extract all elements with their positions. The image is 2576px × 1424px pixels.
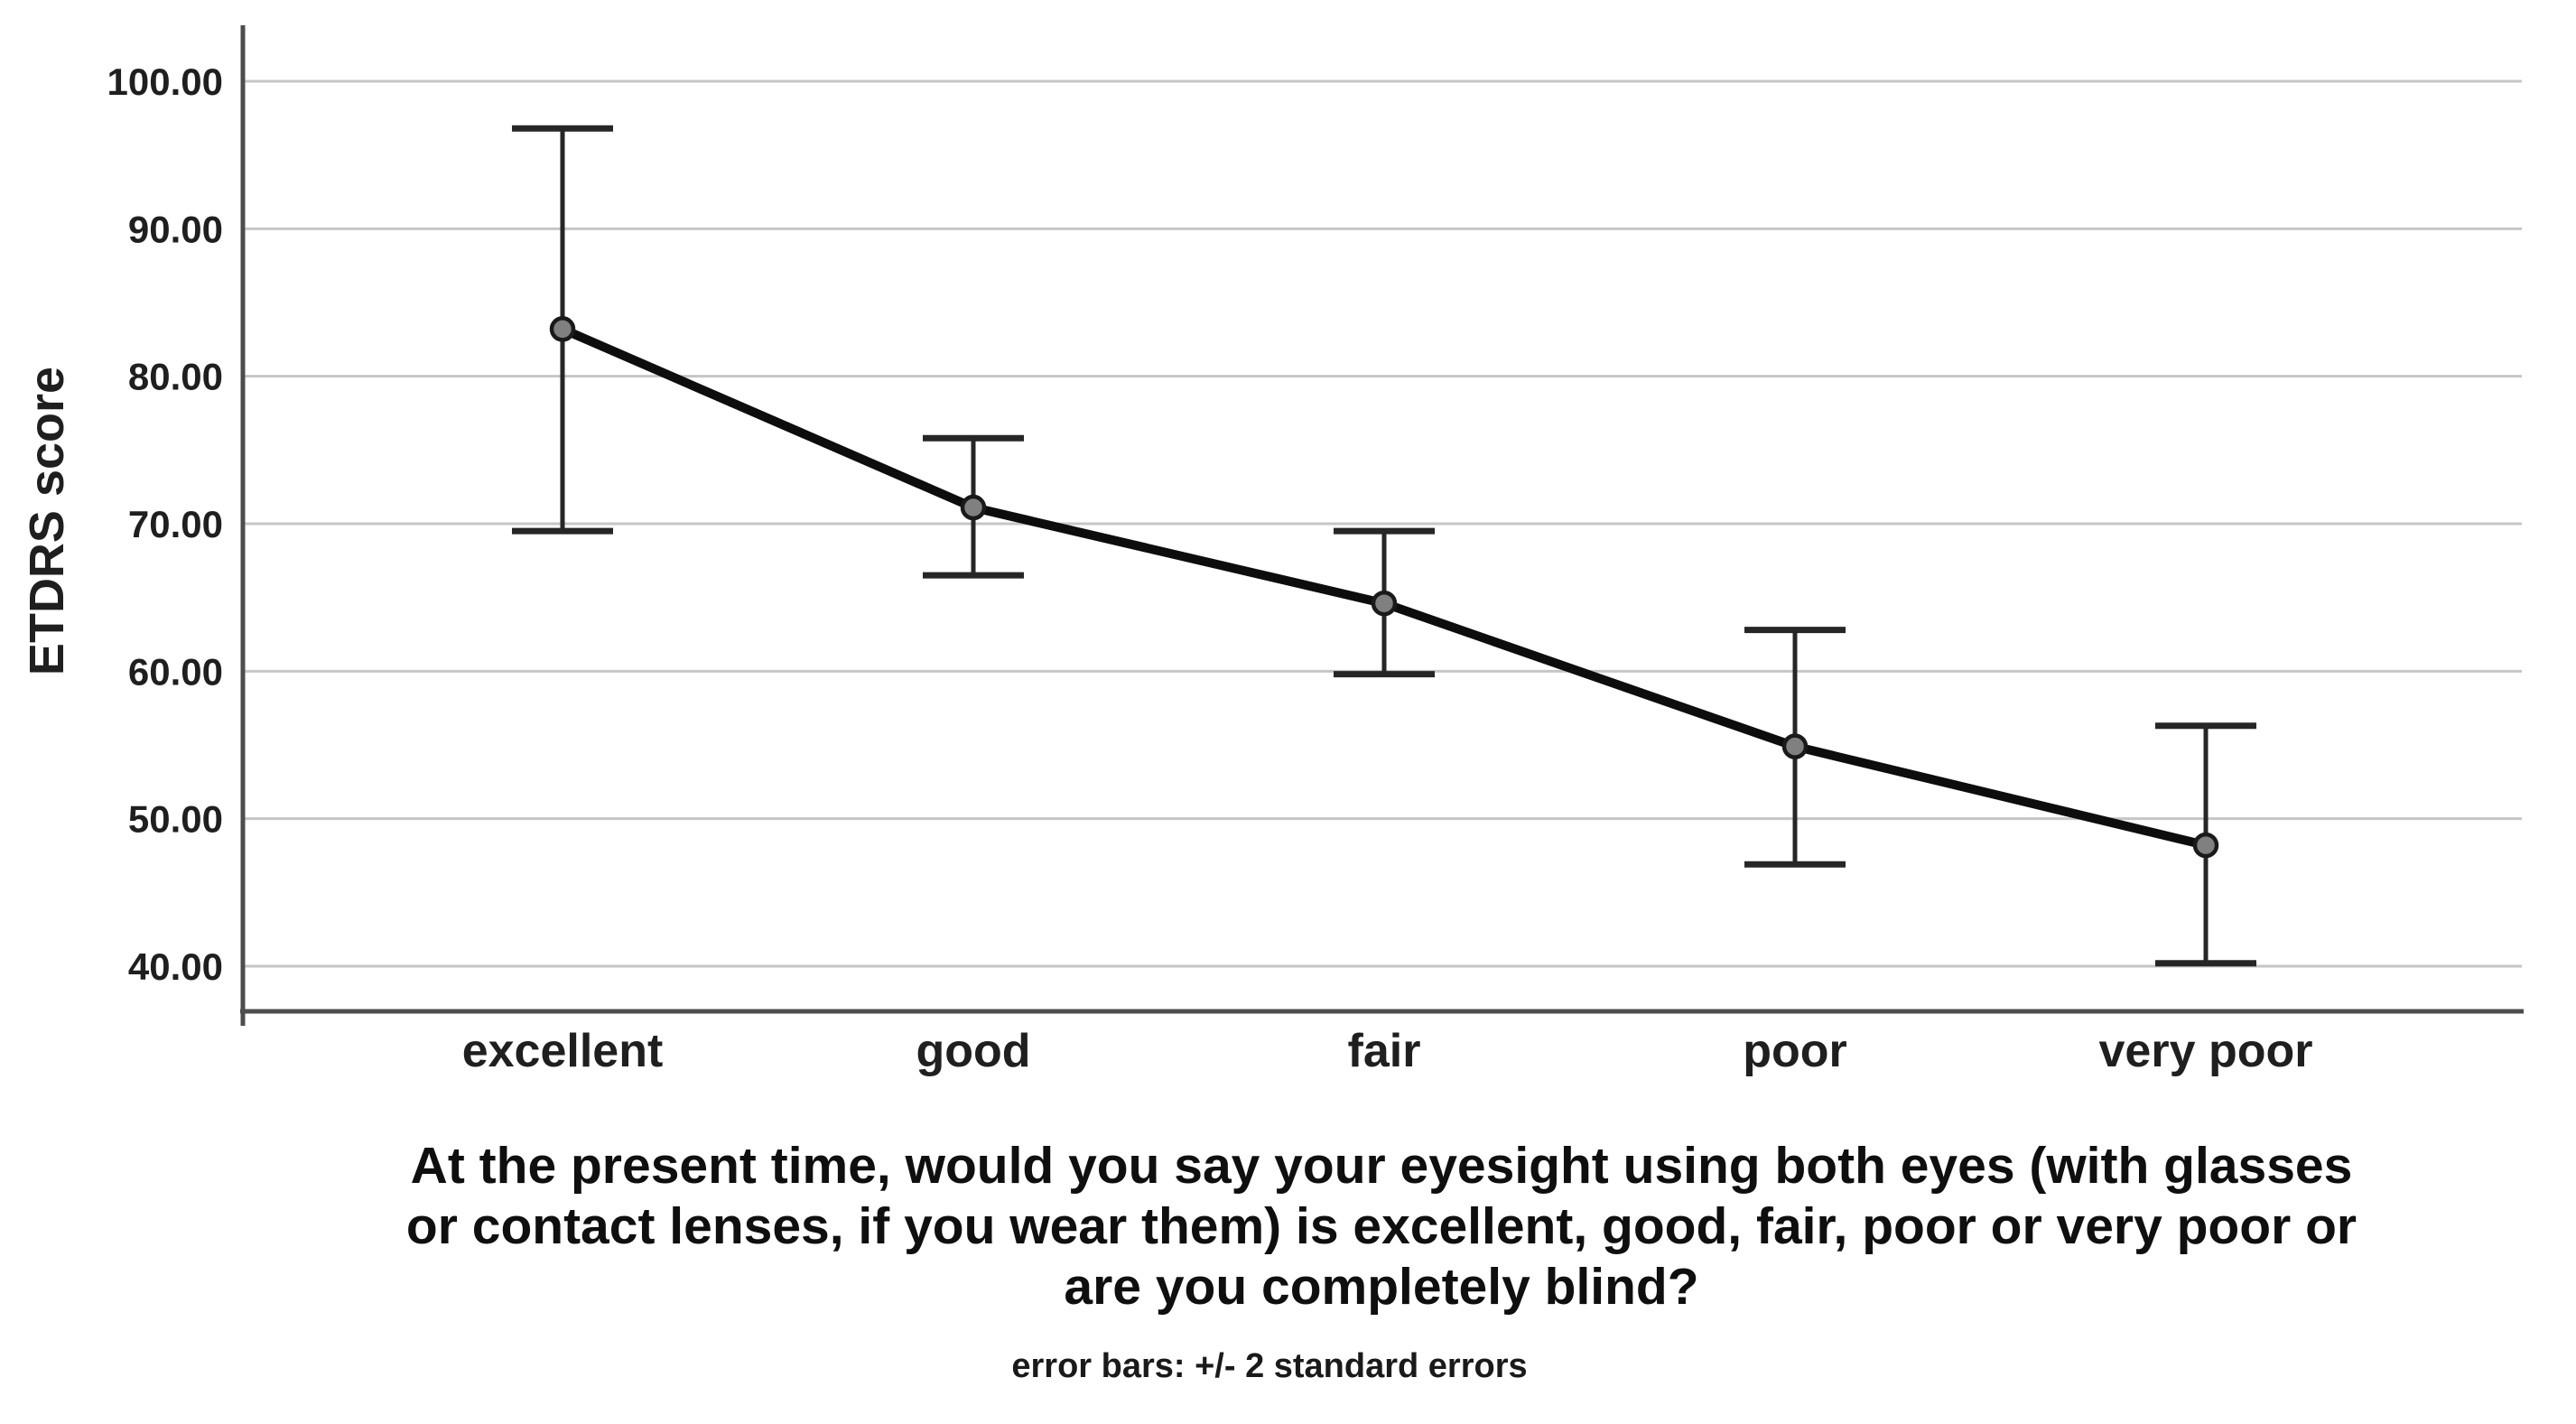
mean-marker (1781, 733, 1809, 759)
mean-marker (1371, 590, 1398, 617)
x-axis-title-line-1: At the present time, would you say your … (410, 1137, 2353, 1195)
y-tick-label: 60.00 (128, 650, 223, 693)
x-axis-title-line-2: or contact lenses, if you wear them) is … (405, 1197, 2357, 1255)
mean-marker (549, 316, 576, 342)
mean-marker (2192, 832, 2219, 859)
y-tick-label: 90.00 (128, 208, 223, 250)
y-tick-label: 80.00 (128, 356, 223, 398)
error-bar-footnote: error bars: +/- 2 standard errors (1011, 1347, 1528, 1385)
x-axis-title-question: At the present time, would you say your … (226, 1136, 2537, 1317)
y-tick-label: 100.00 (107, 60, 223, 103)
x-category-label: fair (1348, 1025, 1421, 1077)
y-tick-label: 50.00 (128, 798, 223, 841)
y-tick-label: 40.00 (128, 945, 223, 988)
y-axis-title: ETDRS score (20, 366, 74, 676)
x-category-label: good (916, 1025, 1030, 1077)
x-category-label: poor (1743, 1025, 1847, 1077)
y-tick-label: 70.00 (128, 503, 223, 545)
x-category-label: excellent (462, 1025, 664, 1077)
x-category-label: very poor (2099, 1025, 2313, 1077)
x-axis-title-line-3: are you completely blind? (1064, 1258, 1699, 1316)
mean-marker (960, 494, 987, 521)
